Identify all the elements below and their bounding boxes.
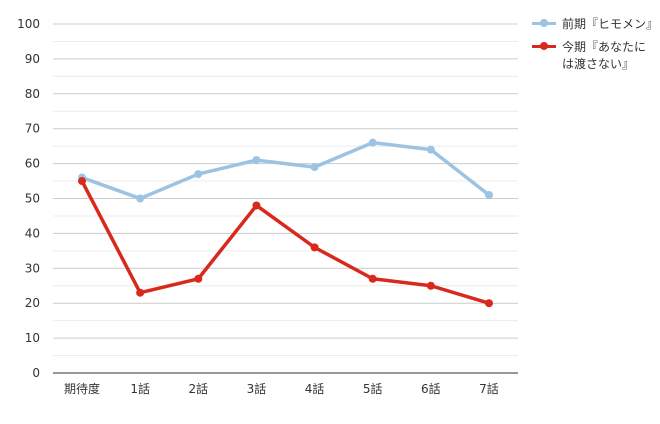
y-tick-label: 80 [25, 87, 40, 101]
x-tick-label: 4話 [305, 381, 325, 396]
x-tick-label: 7話 [479, 381, 499, 396]
y-axis-ticks: 0 10 20 30 40 50 60 70 80 90 100 [17, 17, 40, 380]
x-tick-label: 3話 [247, 381, 267, 396]
legend-swatch-series-2 [532, 39, 556, 53]
series-line-1 [80, 140, 491, 201]
y-tick-label: 100 [17, 17, 40, 31]
data-point [194, 274, 203, 283]
legend-item-series-2[interactable]: 今期『あなたには渡さない』 [532, 39, 656, 73]
y-tick-label: 50 [25, 192, 40, 206]
x-tick-label: 期待度 [64, 381, 100, 396]
data-point [136, 288, 145, 297]
data-point [426, 281, 435, 290]
series-layer [78, 138, 493, 308]
y-tick-label: 60 [25, 157, 40, 171]
data-point [310, 243, 319, 252]
legend-item-series-1[interactable]: 前期『ヒモメン』 [532, 16, 659, 33]
data-point [485, 191, 493, 200]
legend-label-series-1: 前期『ヒモメン』 [562, 17, 659, 31]
data-point [252, 201, 261, 210]
y-tick-label: 30 [25, 261, 40, 275]
legend-swatch-series-1 [532, 16, 556, 30]
series-line-2 [80, 179, 491, 305]
data-point [368, 274, 377, 283]
y-tick-label: 70 [25, 122, 40, 136]
data-point [310, 163, 319, 172]
y-tick-label: 90 [25, 52, 40, 66]
y-tick-label: 20 [25, 296, 40, 310]
x-tick-label: 5話 [363, 381, 383, 396]
data-point [136, 194, 145, 203]
y-tick-label: 40 [25, 226, 40, 240]
y-tick-label: 10 [25, 331, 40, 345]
data-point [194, 170, 203, 179]
x-tick-label: 6話 [421, 381, 441, 396]
x-tick-label: 2話 [188, 381, 208, 396]
data-point [426, 145, 435, 154]
y-tick-label: 0 [32, 366, 40, 380]
data-point [78, 177, 86, 186]
x-tick-label: 1話 [130, 381, 150, 396]
data-point [485, 299, 493, 308]
legend: 前期『ヒモメン』 今期『あなたには渡さない』 [532, 16, 659, 79]
data-point [252, 156, 261, 165]
gridlines [53, 23, 518, 374]
x-axis-ticks: 期待度 1話 2話 3話 4話 5話 6話 7話 [64, 381, 499, 396]
data-point [368, 138, 377, 147]
legend-label-series-2: 今期『あなたには渡さない』 [562, 40, 647, 71]
